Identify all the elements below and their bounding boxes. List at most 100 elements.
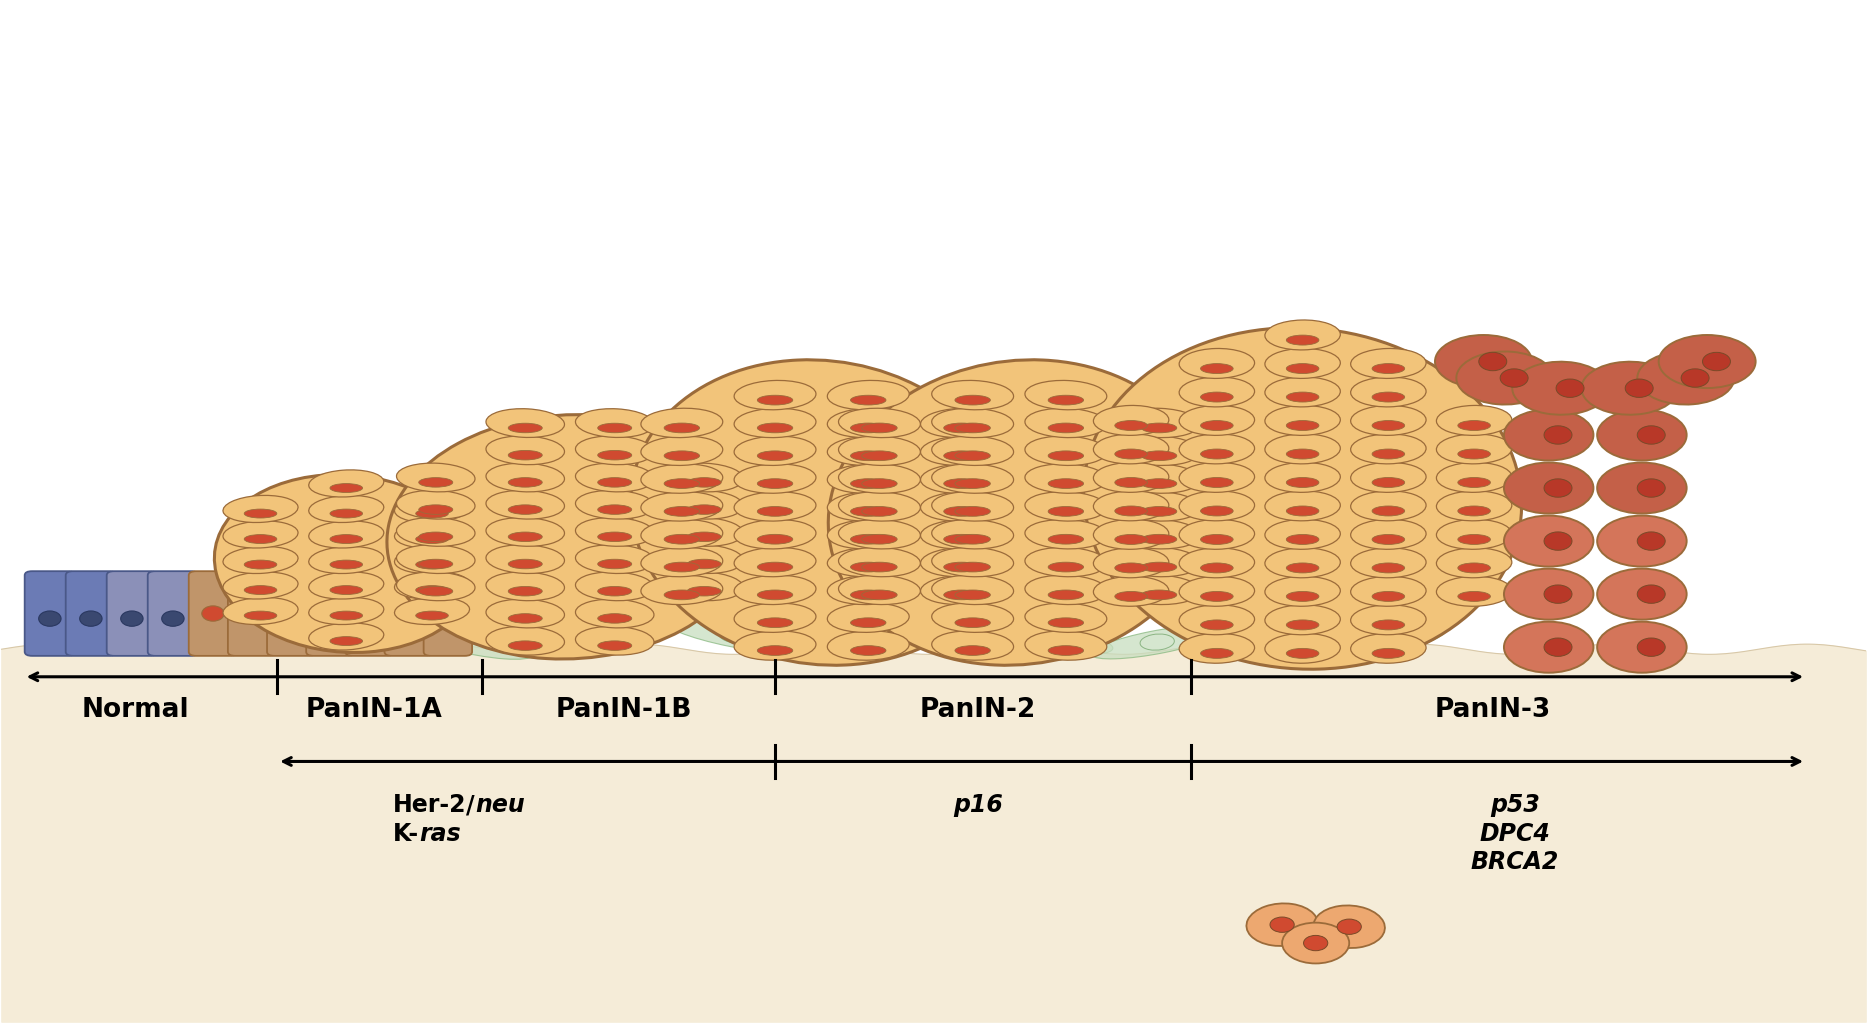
Ellipse shape <box>1501 369 1527 387</box>
Ellipse shape <box>920 463 1003 493</box>
Ellipse shape <box>1047 646 1083 656</box>
Ellipse shape <box>485 544 564 574</box>
Ellipse shape <box>758 395 793 405</box>
Ellipse shape <box>222 495 299 523</box>
Ellipse shape <box>665 590 700 599</box>
Ellipse shape <box>398 606 420 621</box>
Ellipse shape <box>1544 426 1572 444</box>
Ellipse shape <box>1266 633 1341 663</box>
Ellipse shape <box>1115 478 1148 488</box>
Ellipse shape <box>597 424 631 433</box>
Text: p16: p16 <box>954 793 1003 817</box>
Ellipse shape <box>222 597 299 624</box>
Ellipse shape <box>1350 376 1426 407</box>
Ellipse shape <box>202 606 224 621</box>
Ellipse shape <box>1115 506 1148 516</box>
Ellipse shape <box>1555 380 1583 397</box>
FancyBboxPatch shape <box>345 571 394 656</box>
Ellipse shape <box>1025 547 1107 577</box>
Ellipse shape <box>838 547 920 577</box>
Ellipse shape <box>1456 352 1553 404</box>
Ellipse shape <box>1118 463 1200 493</box>
Ellipse shape <box>1314 905 1385 948</box>
Ellipse shape <box>508 478 541 487</box>
Ellipse shape <box>1372 620 1404 630</box>
Ellipse shape <box>222 521 299 548</box>
Ellipse shape <box>416 560 448 569</box>
Ellipse shape <box>330 636 362 646</box>
Ellipse shape <box>1436 335 1533 388</box>
Ellipse shape <box>665 544 743 574</box>
Ellipse shape <box>162 611 185 626</box>
Ellipse shape <box>640 547 723 577</box>
Ellipse shape <box>1458 506 1490 516</box>
Ellipse shape <box>954 479 990 488</box>
Ellipse shape <box>932 408 1014 438</box>
Ellipse shape <box>1458 534 1490 544</box>
Ellipse shape <box>827 603 909 632</box>
Ellipse shape <box>758 534 793 544</box>
Ellipse shape <box>863 590 898 599</box>
Ellipse shape <box>954 618 990 627</box>
Ellipse shape <box>943 534 978 544</box>
Ellipse shape <box>1115 563 1148 573</box>
Ellipse shape <box>932 492 1014 521</box>
Ellipse shape <box>1200 563 1234 573</box>
Ellipse shape <box>1266 548 1341 578</box>
Ellipse shape <box>920 408 1003 438</box>
Ellipse shape <box>640 463 723 493</box>
Ellipse shape <box>1436 405 1512 436</box>
Ellipse shape <box>1047 534 1083 544</box>
Ellipse shape <box>920 492 1003 521</box>
Ellipse shape <box>330 509 362 518</box>
Ellipse shape <box>734 381 816 410</box>
Ellipse shape <box>863 424 898 433</box>
Ellipse shape <box>1025 520 1107 549</box>
Ellipse shape <box>1094 548 1169 578</box>
Ellipse shape <box>640 408 723 438</box>
Ellipse shape <box>1436 491 1512 521</box>
Ellipse shape <box>485 490 564 519</box>
Ellipse shape <box>1350 434 1426 463</box>
Ellipse shape <box>1180 548 1255 578</box>
Ellipse shape <box>640 575 723 605</box>
Ellipse shape <box>1180 349 1255 379</box>
Ellipse shape <box>1180 462 1255 492</box>
Ellipse shape <box>1680 369 1708 387</box>
Ellipse shape <box>1118 547 1200 577</box>
Ellipse shape <box>508 424 541 433</box>
Ellipse shape <box>954 590 990 599</box>
Ellipse shape <box>1047 395 1083 405</box>
Ellipse shape <box>386 414 752 659</box>
Ellipse shape <box>758 424 793 433</box>
Ellipse shape <box>508 586 541 596</box>
Ellipse shape <box>1350 605 1426 634</box>
Ellipse shape <box>1200 363 1234 373</box>
Ellipse shape <box>932 436 1014 465</box>
Ellipse shape <box>1083 327 1522 669</box>
Ellipse shape <box>508 614 541 623</box>
Ellipse shape <box>1637 352 1734 404</box>
Ellipse shape <box>1180 633 1255 663</box>
Ellipse shape <box>1314 624 1447 664</box>
Ellipse shape <box>1047 563 1083 572</box>
Ellipse shape <box>575 463 653 492</box>
Ellipse shape <box>1458 563 1490 573</box>
Ellipse shape <box>920 436 1003 465</box>
Text: ras: ras <box>418 821 461 846</box>
Ellipse shape <box>308 572 385 599</box>
Ellipse shape <box>215 475 478 653</box>
Ellipse shape <box>943 506 978 517</box>
Ellipse shape <box>1703 352 1731 370</box>
Ellipse shape <box>394 597 469 624</box>
Ellipse shape <box>245 611 276 620</box>
Ellipse shape <box>597 614 631 623</box>
Ellipse shape <box>1544 532 1572 550</box>
Text: p53: p53 <box>1490 793 1540 817</box>
Ellipse shape <box>1047 451 1083 460</box>
Ellipse shape <box>640 520 723 549</box>
Ellipse shape <box>687 560 721 569</box>
Ellipse shape <box>932 603 1014 632</box>
Ellipse shape <box>1047 618 1083 627</box>
Ellipse shape <box>932 575 1014 605</box>
